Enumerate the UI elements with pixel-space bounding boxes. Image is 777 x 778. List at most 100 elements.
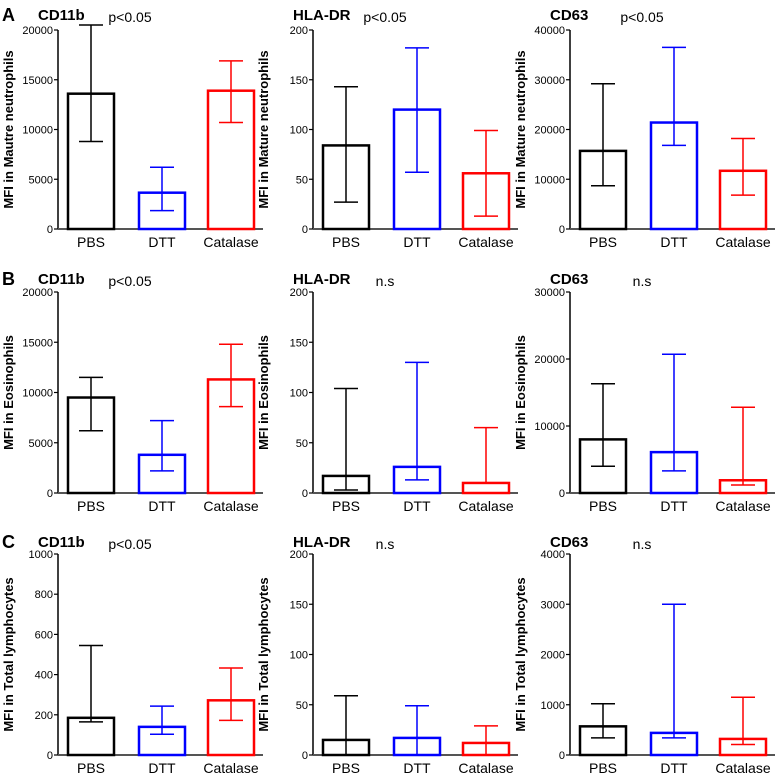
y-tick-label: 0 (559, 488, 565, 500)
x-tick-label: DTT (660, 234, 688, 250)
x-tick-label: PBS (589, 234, 617, 250)
y-axis-label: MFI in Mature neutrophils (513, 50, 528, 208)
y-tick-label: 0 (302, 488, 308, 500)
y-tick-label: 5000 (29, 174, 53, 186)
y-tick-label: 0 (559, 224, 565, 236)
panel-6: 0 200 400 600 800 1000 MFI in Total lymphocyte… (1, 532, 263, 776)
bar-pbs (66, 716, 116, 757)
y-tick-label: 200 (35, 710, 53, 722)
y-tick-label: 1000 (29, 549, 53, 561)
y-tick-label: 100 (290, 388, 308, 400)
y-axis-label: MFI in Eosinophils (513, 335, 528, 450)
panel-1: 0 50 100 150 200 MFI in Mature neutrophils HLA… (256, 7, 518, 250)
y-tick-label: 10000 (22, 125, 53, 137)
y-axis-label: MFI in Total lymphocytes (513, 577, 528, 731)
y-tick-label: 10000 (534, 174, 565, 186)
x-tick-label: PBS (332, 234, 360, 250)
significance-label: p<0.05 (108, 536, 151, 552)
y-axis-label: MFI in Mautre neutrophils (1, 50, 16, 208)
y-tick-label: 40000 (534, 25, 565, 37)
y-tick-label: 2000 (541, 650, 565, 662)
x-tick-label: PBS (77, 760, 105, 773)
y-tick-label: 20000 (22, 25, 53, 37)
y-axis-label: MFI in Total lymphocytes (1, 577, 16, 731)
panel-title: CD11b (38, 7, 85, 24)
y-tick-label: 30000 (534, 287, 565, 299)
x-tick-label: DTT (403, 234, 431, 250)
x-tick-label: PBS (332, 760, 360, 773)
significance-label: n.s (376, 273, 395, 289)
y-tick-label: 20000 (22, 287, 53, 299)
y-tick-label: 0 (47, 750, 53, 762)
panel-7: 0 50 100 150 200 MFI in Total lymphocytes HLA-… (256, 534, 518, 776)
panel-3: 0 5000 10000 15000 20000 MFI in Eosinophils CD… (1, 269, 263, 514)
panel-title: CD63 (550, 7, 588, 24)
significance-label: p<0.05 (363, 9, 406, 25)
y-tick-label: 10000 (534, 421, 565, 433)
y-tick-label: 150 (290, 599, 308, 611)
x-tick-label: Catalase (458, 760, 513, 773)
panel-title: HLA-DR (293, 534, 351, 551)
y-tick-label: 1000 (541, 700, 565, 712)
y-tick-label: 20000 (534, 125, 565, 137)
x-tick-label: PBS (77, 234, 105, 250)
y-axis-label: MFI in Mature neutrophils (256, 50, 271, 208)
panel-letter: B (2, 269, 15, 289)
y-tick-label: 15000 (22, 75, 53, 87)
panel-8: 0 1000 2000 3000 4000 MFI in Total lymphocyte… (513, 534, 775, 776)
panel-letter: A (2, 5, 15, 25)
y-tick-label: 200 (290, 25, 308, 37)
panel-4: 0 50 100 150 200 MFI in Eosinophils HLA-DR n.s P… (256, 271, 518, 514)
panel-title: HLA-DR (293, 271, 351, 288)
y-tick-label: 50 (296, 438, 308, 450)
panel-2: 0 10000 20000 30000 40000 MFI in Mature neutr… (513, 7, 775, 250)
x-tick-label: Catalase (715, 498, 770, 514)
significance-label: n.s (633, 273, 652, 289)
x-tick-label: Catalase (715, 234, 770, 250)
y-tick-label: 0 (47, 224, 53, 236)
y-tick-label: 3000 (541, 599, 565, 611)
x-tick-label: Catalase (715, 760, 770, 773)
panel-title: CD11b (38, 534, 85, 551)
y-tick-label: 0 (302, 750, 308, 762)
panel-title: HLA-DR (293, 7, 351, 24)
y-tick-label: 100 (290, 650, 308, 662)
x-tick-label: DTT (148, 234, 176, 250)
x-tick-label: DTT (148, 760, 176, 773)
y-tick-label: 15000 (22, 337, 53, 349)
y-tick-label: 5000 (29, 438, 53, 450)
y-tick-label: 400 (35, 670, 53, 682)
x-tick-label: PBS (77, 498, 105, 514)
panel-letter: C (2, 532, 15, 552)
panel-0: 0 5000 10000 15000 20000 MFI in Mautre neutro… (1, 5, 263, 250)
x-tick-label: DTT (403, 498, 431, 514)
y-tick-label: 0 (559, 750, 565, 762)
y-tick-label: 4000 (541, 549, 565, 561)
x-tick-label: PBS (332, 498, 360, 514)
panel-title: CD63 (550, 271, 588, 288)
y-axis-label: MFI in Eosinophils (1, 335, 16, 450)
y-axis-label: MFI in Total lymphocytes (256, 577, 271, 731)
significance-label: p<0.05 (108, 273, 151, 289)
y-tick-label: 0 (47, 488, 53, 500)
panel-5: 0 10000 20000 30000 MFI in Eosinophils CD63 n.… (513, 271, 775, 514)
x-tick-label: DTT (660, 760, 688, 773)
y-tick-label: 150 (290, 75, 308, 87)
significance-label: p<0.05 (108, 9, 151, 25)
y-tick-label: 200 (290, 287, 308, 299)
y-tick-label: 150 (290, 337, 308, 349)
x-tick-label: PBS (589, 760, 617, 773)
x-tick-label: PBS (589, 498, 617, 514)
y-axis-label: MFI in Eosinophils (256, 335, 271, 450)
y-tick-label: 100 (290, 125, 308, 137)
y-tick-label: 200 (290, 549, 308, 561)
x-tick-label: Catalase (203, 760, 258, 773)
panel-title: CD63 (550, 534, 588, 551)
significance-label: p<0.05 (620, 9, 663, 25)
y-tick-label: 50 (296, 700, 308, 712)
x-tick-label: Catalase (203, 234, 258, 250)
x-tick-label: Catalase (203, 498, 258, 514)
x-tick-label: Catalase (458, 234, 513, 250)
